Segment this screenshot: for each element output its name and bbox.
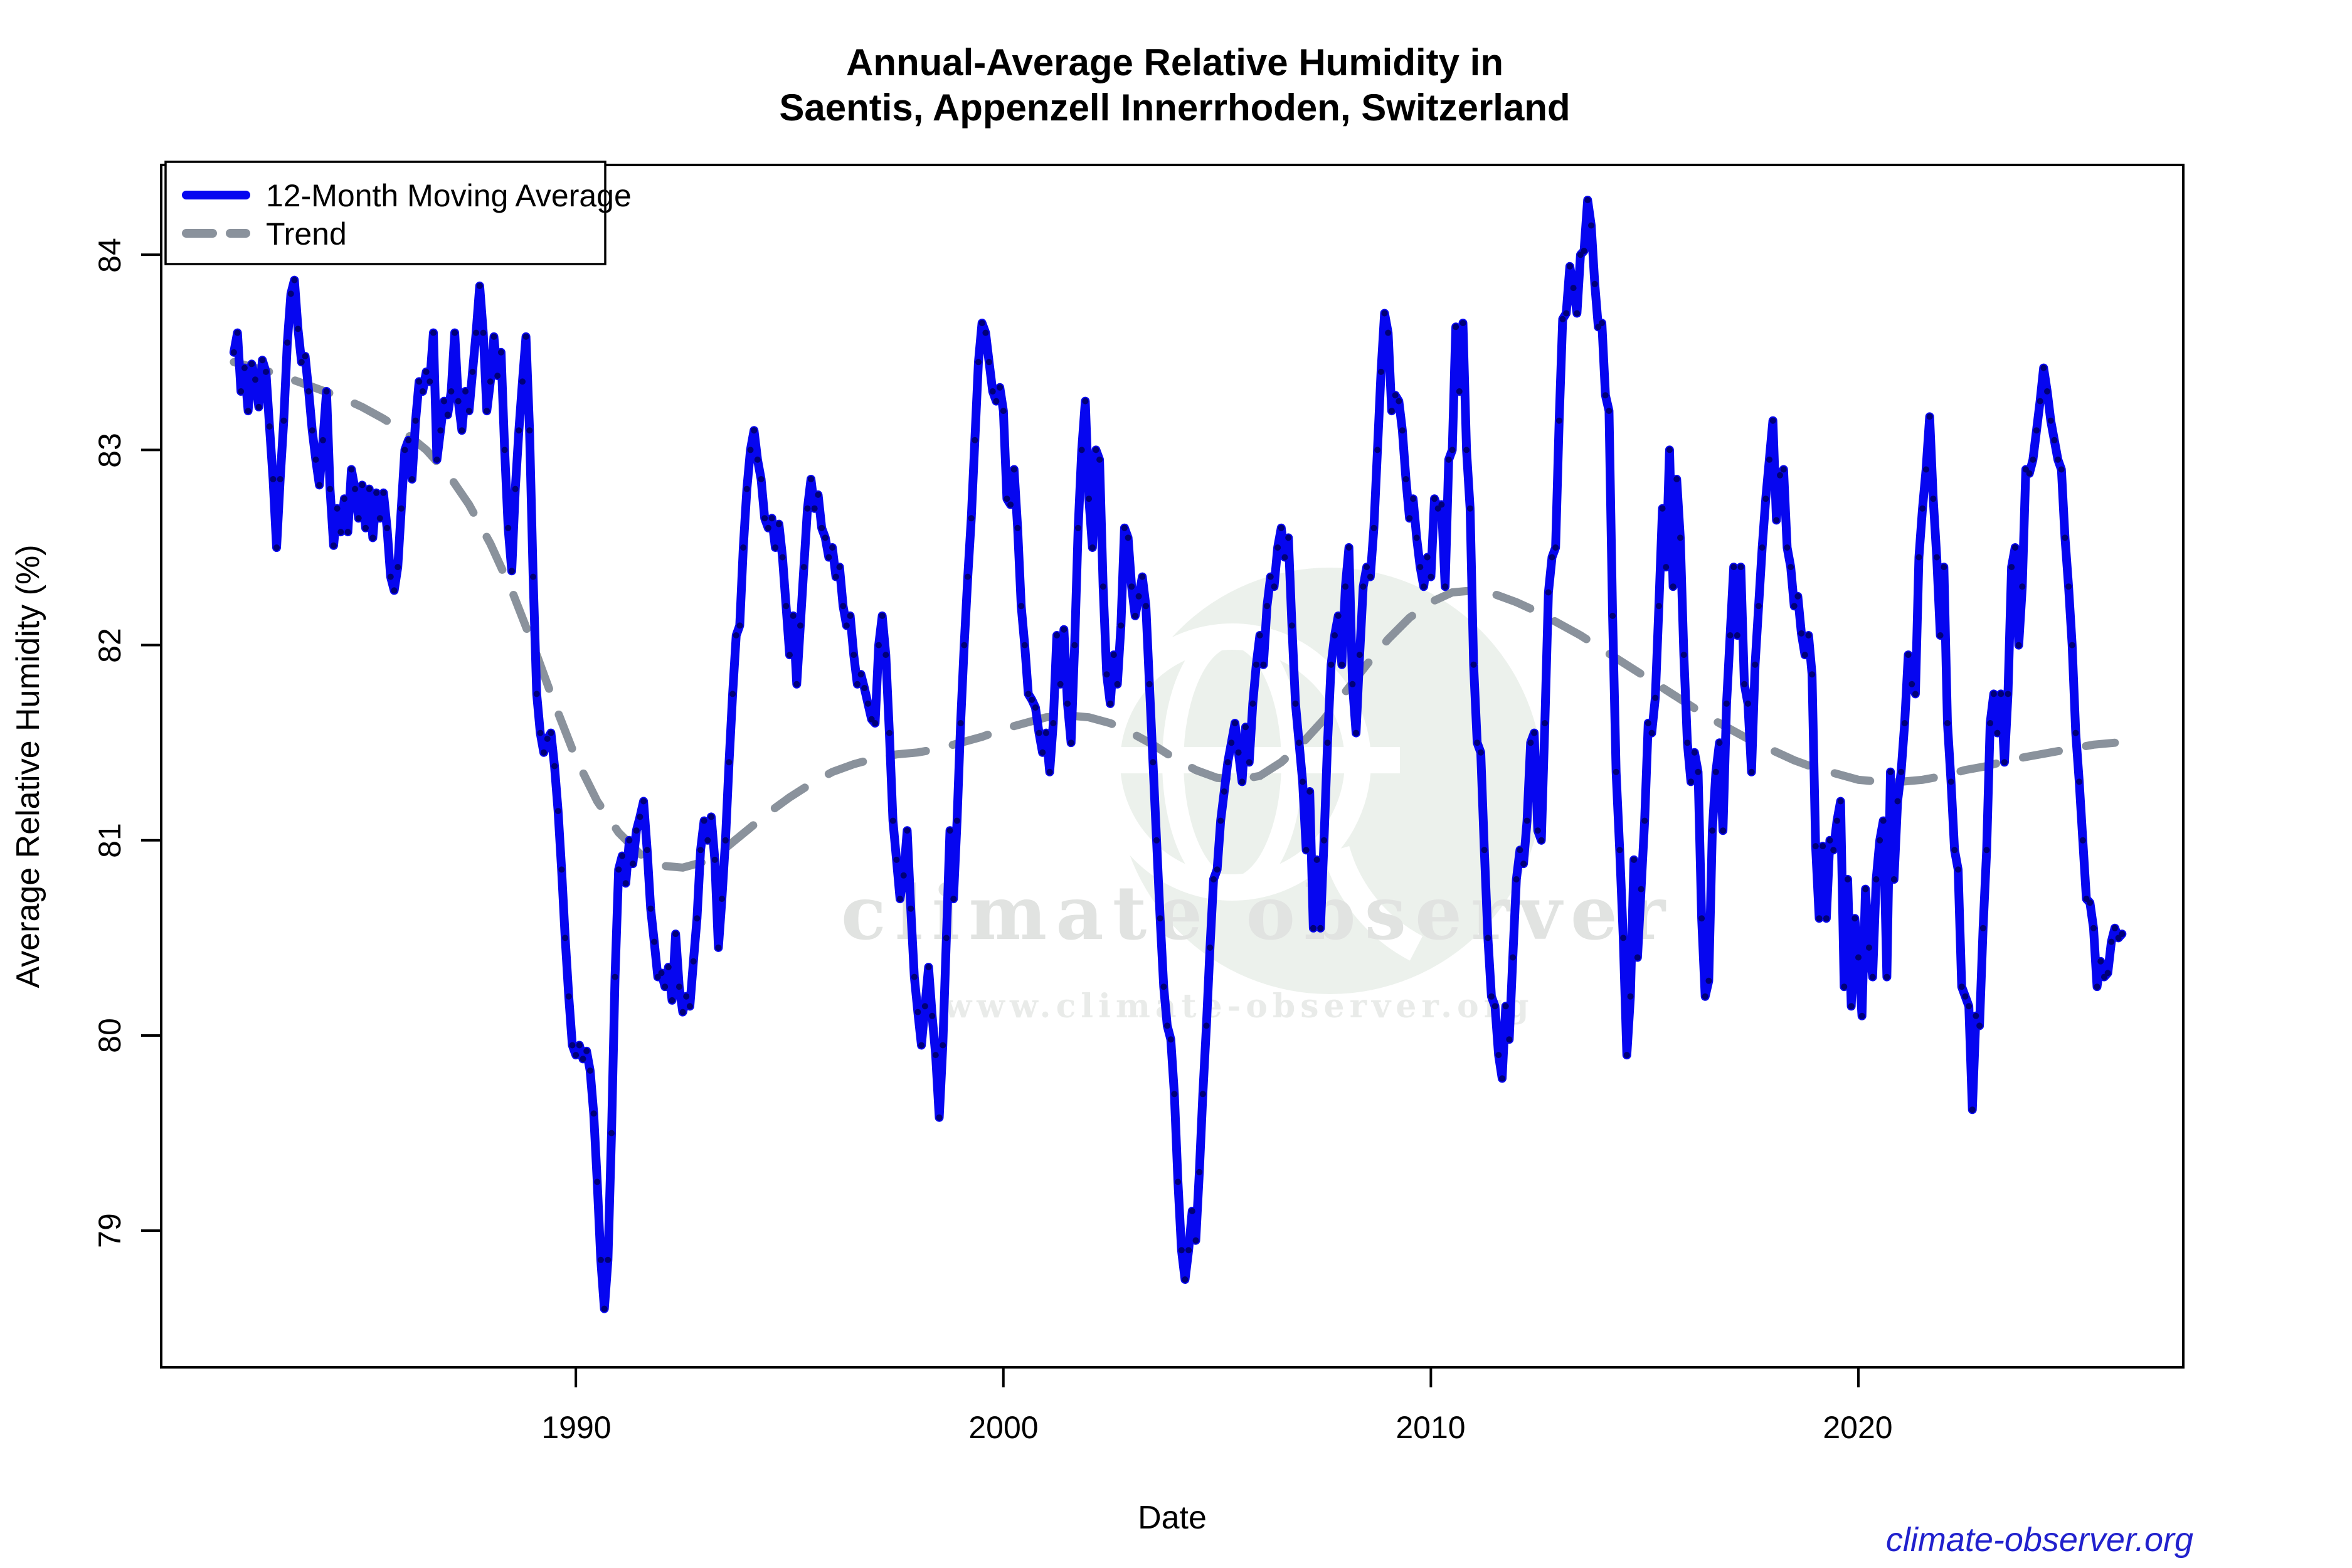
y-tick-label-83: 83 [92, 433, 127, 468]
legend-box [164, 161, 607, 265]
legend-label-moving-average: 12-Month Moving Average [266, 178, 632, 213]
chart-title-line2: Saentis, Appenzell Innerrhoden, Switzerl… [779, 87, 1570, 129]
y-tick-label-81: 81 [92, 823, 127, 858]
x-axis-tick-labels: 1990 2000 2010 2020 [541, 1410, 1892, 1445]
plot-border [160, 164, 2185, 1369]
x-tick-label-2020: 2020 [1823, 1410, 1892, 1445]
y-axis-tick-labels: 79 80 81 82 83 84 [92, 238, 127, 1248]
x-tick-label-2010: 2010 [1396, 1410, 1465, 1445]
watermark-globe-icon [1093, 623, 1423, 961]
chart-title-line1: Annual-Average Relative Humidity in [846, 41, 1503, 83]
y-axis-title: Average Relative Humidity (%) [10, 544, 46, 988]
y-tick-label-80: 80 [92, 1018, 127, 1053]
footer-site-link[interactable]: climate-observer.org [1886, 1521, 2193, 1559]
watermark-url-text: www.climate-observer.org [943, 987, 1534, 1025]
y-tick-label-79: 79 [92, 1213, 127, 1248]
series-layer [229, 196, 2127, 1313]
legend-label-trend: Trend [266, 216, 347, 252]
y-tick-label-84: 84 [92, 238, 127, 273]
axes-layer [141, 253, 1860, 1387]
moving-average-point-markers [230, 197, 2126, 1312]
y-tick-label-82: 82 [92, 628, 127, 663]
legend: 12-Month Moving Average Trend [164, 161, 632, 265]
x-axis-title: Date [1138, 1500, 1207, 1536]
trend-line [230, 358, 2119, 872]
x-tick-label-1990: 1990 [541, 1410, 611, 1445]
chart-title: Annual-Average Relative Humidity in Saen… [779, 41, 1570, 129]
watermark-brand-text: climate observer [841, 869, 1674, 956]
x-tick-label-2000: 2000 [968, 1410, 1038, 1445]
